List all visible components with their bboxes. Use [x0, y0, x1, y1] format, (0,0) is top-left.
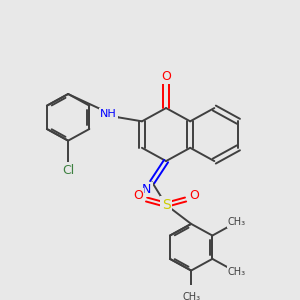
Text: CH₃: CH₃: [182, 292, 200, 300]
Text: Cl: Cl: [62, 164, 74, 176]
Text: CH₃: CH₃: [228, 217, 246, 227]
Text: S: S: [162, 198, 170, 212]
Text: O: O: [161, 70, 171, 83]
Text: O: O: [189, 189, 199, 202]
Text: O: O: [133, 189, 143, 202]
Text: NH: NH: [100, 109, 117, 119]
Text: N: N: [142, 183, 152, 196]
Text: CH₃: CH₃: [228, 267, 246, 277]
